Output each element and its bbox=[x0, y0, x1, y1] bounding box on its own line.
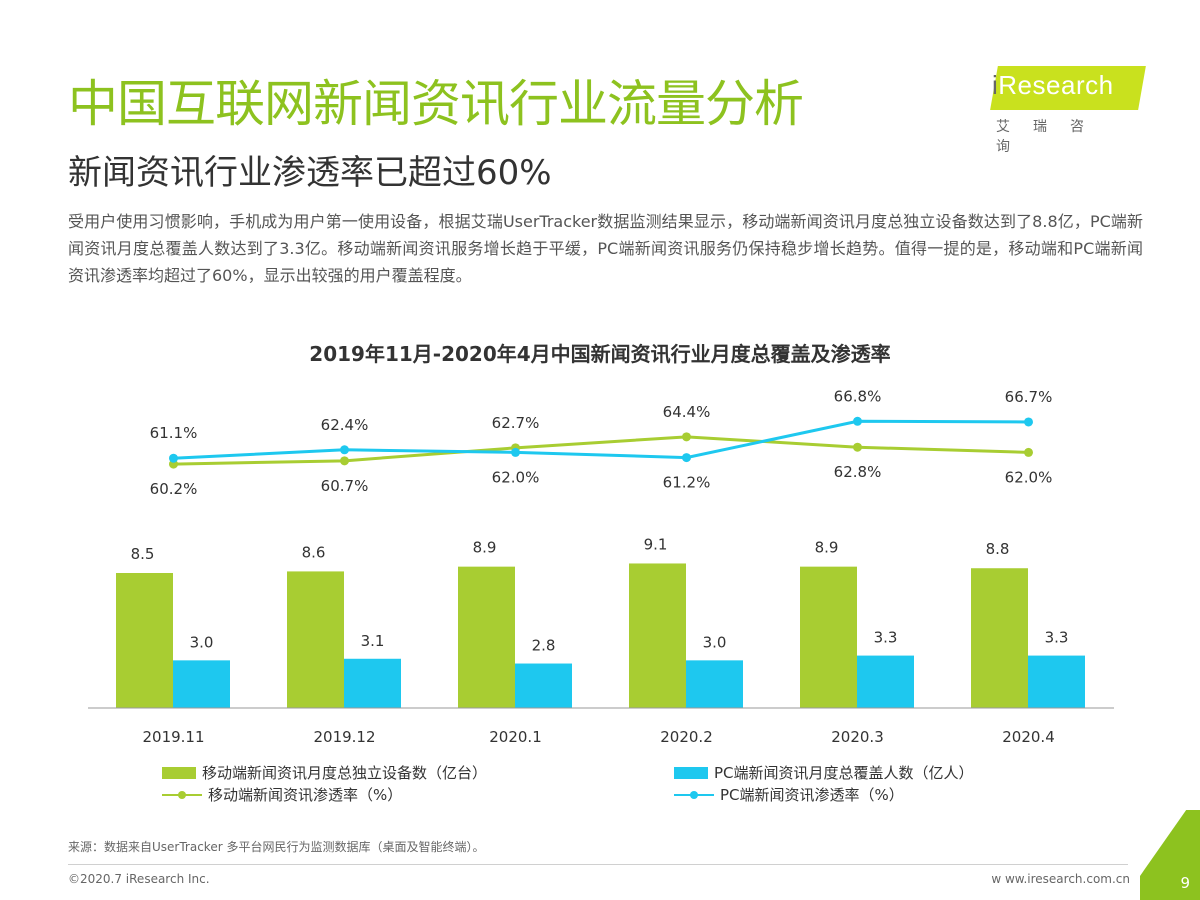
bar-mobile-2020.2 bbox=[629, 563, 686, 708]
legend-item-pc-users: PC端新闻资讯月度总覆盖人数（亿人） bbox=[674, 762, 974, 783]
line-pc-label-2019.11: 61.1% bbox=[150, 424, 198, 442]
point-mobile-2020.3 bbox=[853, 442, 862, 452]
line-pc-label-2020.1: 62.0% bbox=[492, 468, 540, 486]
legend-item-pc-rate: PC端新闻资讯渗透率（%） bbox=[674, 784, 904, 805]
data-source-note: 来源：数据来自UserTracker 多平台网民行为监测数据库（桌面及智能终端）… bbox=[68, 840, 485, 854]
bar-mobile-2019.12 bbox=[287, 571, 344, 708]
bar-mobile-label-2019.12: 8.6 bbox=[302, 543, 326, 561]
point-pc-2020.4 bbox=[1024, 417, 1033, 427]
bar-pc-2020.3 bbox=[857, 655, 914, 708]
iresearch-logo: iResearch 艾瑞咨询 bbox=[982, 62, 1146, 155]
bar-mobile-label-2020.3: 8.9 bbox=[815, 539, 839, 557]
x-tick-2020.2: 2020.2 bbox=[660, 728, 713, 746]
bar-pc-label-2019.11: 3.0 bbox=[190, 633, 214, 651]
line-pc-label-2020.4: 66.7% bbox=[1005, 390, 1053, 406]
legend-item-mobile-rate: 移动端新闻资讯渗透率（%） bbox=[162, 784, 402, 805]
page-number: 9 bbox=[1180, 874, 1190, 892]
footer-divider bbox=[68, 864, 1128, 865]
x-tick-2020.3: 2020.3 bbox=[831, 728, 884, 746]
bar-pc-label-2020.4: 3.3 bbox=[1045, 629, 1069, 647]
line-pc-label-2019.12: 62.4% bbox=[321, 416, 369, 434]
bar-pc-2020.4 bbox=[1028, 655, 1085, 708]
logo-text: iResearch bbox=[992, 70, 1114, 101]
corner-shape bbox=[1140, 810, 1200, 900]
bar-pc-label-2020.1: 2.8 bbox=[532, 637, 556, 655]
bar-pc-label-2019.12: 3.1 bbox=[361, 632, 385, 650]
website-url: w ww.iresearch.com.cn bbox=[991, 872, 1130, 886]
bar-mobile-label-2020.1: 8.9 bbox=[473, 539, 497, 557]
legend-label-pc-users: PC端新闻资讯月度总覆盖人数（亿人） bbox=[714, 764, 974, 782]
line-mobile-label-2020.3: 62.8% bbox=[834, 463, 882, 481]
point-mobile-2020.2 bbox=[682, 432, 691, 442]
logo-name: Research bbox=[998, 70, 1114, 100]
page-subtitle: 新闻资讯行业渗透率已超过60% bbox=[68, 153, 552, 193]
corner-decoration: 9 bbox=[1140, 810, 1200, 900]
bar-mobile-label-2020.2: 9.1 bbox=[644, 535, 668, 553]
line-mobile-label-2019.11: 60.2% bbox=[150, 480, 198, 498]
legend-label-mobile-rate: 移动端新闻资讯渗透率（%） bbox=[208, 786, 403, 804]
bar-pc-2020.2 bbox=[686, 660, 743, 708]
legend-label-pc-rate: PC端新闻资讯渗透率（%） bbox=[720, 786, 904, 804]
x-tick-2019.11: 2019.11 bbox=[142, 728, 204, 746]
legend-label-mobile-devices: 移动端新闻资讯月度总独立设备数（亿台） bbox=[202, 764, 488, 782]
line-mobile-label-2019.12: 60.7% bbox=[321, 477, 369, 495]
line-mobile bbox=[173, 435, 1029, 466]
bar-mobile-2020.3 bbox=[800, 566, 857, 708]
bar-pc-2019.12 bbox=[344, 658, 401, 708]
point-mobile-2019.12 bbox=[340, 456, 349, 466]
bar-pc-2020.1 bbox=[515, 663, 572, 708]
legend-swatch-pc-bar bbox=[674, 766, 708, 779]
point-pc-2020.3 bbox=[853, 416, 862, 426]
logo-prefix: i bbox=[992, 70, 999, 100]
combo-chart: 8.5 3.0 2019.11 8.6 3.1 2019.12 8.9 2.8 2020.1 9.… bbox=[88, 390, 1114, 746]
line-pc-label-2020.3: 66.8% bbox=[834, 390, 882, 405]
x-tick-2020.1: 2020.1 bbox=[489, 728, 542, 746]
bar-mobile-label-2019.11: 8.5 bbox=[131, 545, 155, 563]
line-pc bbox=[173, 419, 1029, 460]
point-pc-2019.11 bbox=[169, 453, 178, 463]
bar-mobile-label-2020.4: 8.8 bbox=[986, 540, 1010, 558]
bar-pc-label-2020.3: 3.3 bbox=[874, 629, 898, 647]
chart-title: 2019年11月-2020年4月中国新闻资讯行业月度总覆盖及渗透率 bbox=[309, 342, 891, 366]
point-mobile-2020.4 bbox=[1024, 447, 1033, 457]
logo-chinese-name: 艾瑞咨询 bbox=[996, 119, 1107, 155]
line-mobile-label-2020.2: 64.4% bbox=[663, 403, 711, 421]
legend-swatch-pc-line bbox=[674, 789, 714, 801]
page-title: 中国互联网新闻资讯行业流量分析 bbox=[68, 75, 804, 133]
legend-item-mobile-devices: 移动端新闻资讯月度总独立设备数（亿台） bbox=[162, 762, 487, 783]
bar-pc-label-2020.2: 3.0 bbox=[703, 633, 727, 651]
bar-pc-2019.11 bbox=[173, 660, 230, 708]
legend-swatch-mobile-line bbox=[162, 789, 202, 801]
bar-mobile-2020.4 bbox=[971, 568, 1028, 708]
legend-swatch-mobile-bar bbox=[162, 766, 196, 779]
x-tick-2020.4: 2020.4 bbox=[1002, 728, 1055, 746]
line-pc-label-2020.2: 61.2% bbox=[663, 474, 711, 492]
bar-mobile-2020.1 bbox=[458, 566, 515, 708]
point-pc-2020.2 bbox=[682, 453, 691, 463]
copyright: ©2020.7 iResearch Inc. bbox=[68, 872, 210, 886]
point-pc-2019.12 bbox=[340, 445, 349, 455]
line-mobile-label-2020.1: 62.7% bbox=[492, 414, 540, 432]
bar-mobile-2019.11 bbox=[116, 573, 173, 708]
x-tick-2019.12: 2019.12 bbox=[313, 728, 375, 746]
summary-paragraph: 受用户使用习惯影响，手机成为用户第一使用设备，根据艾瑞UserTracker数据… bbox=[68, 212, 1143, 285]
line-mobile-label-2020.4: 62.0% bbox=[1005, 468, 1053, 486]
point-pc-2020.1 bbox=[511, 447, 520, 457]
